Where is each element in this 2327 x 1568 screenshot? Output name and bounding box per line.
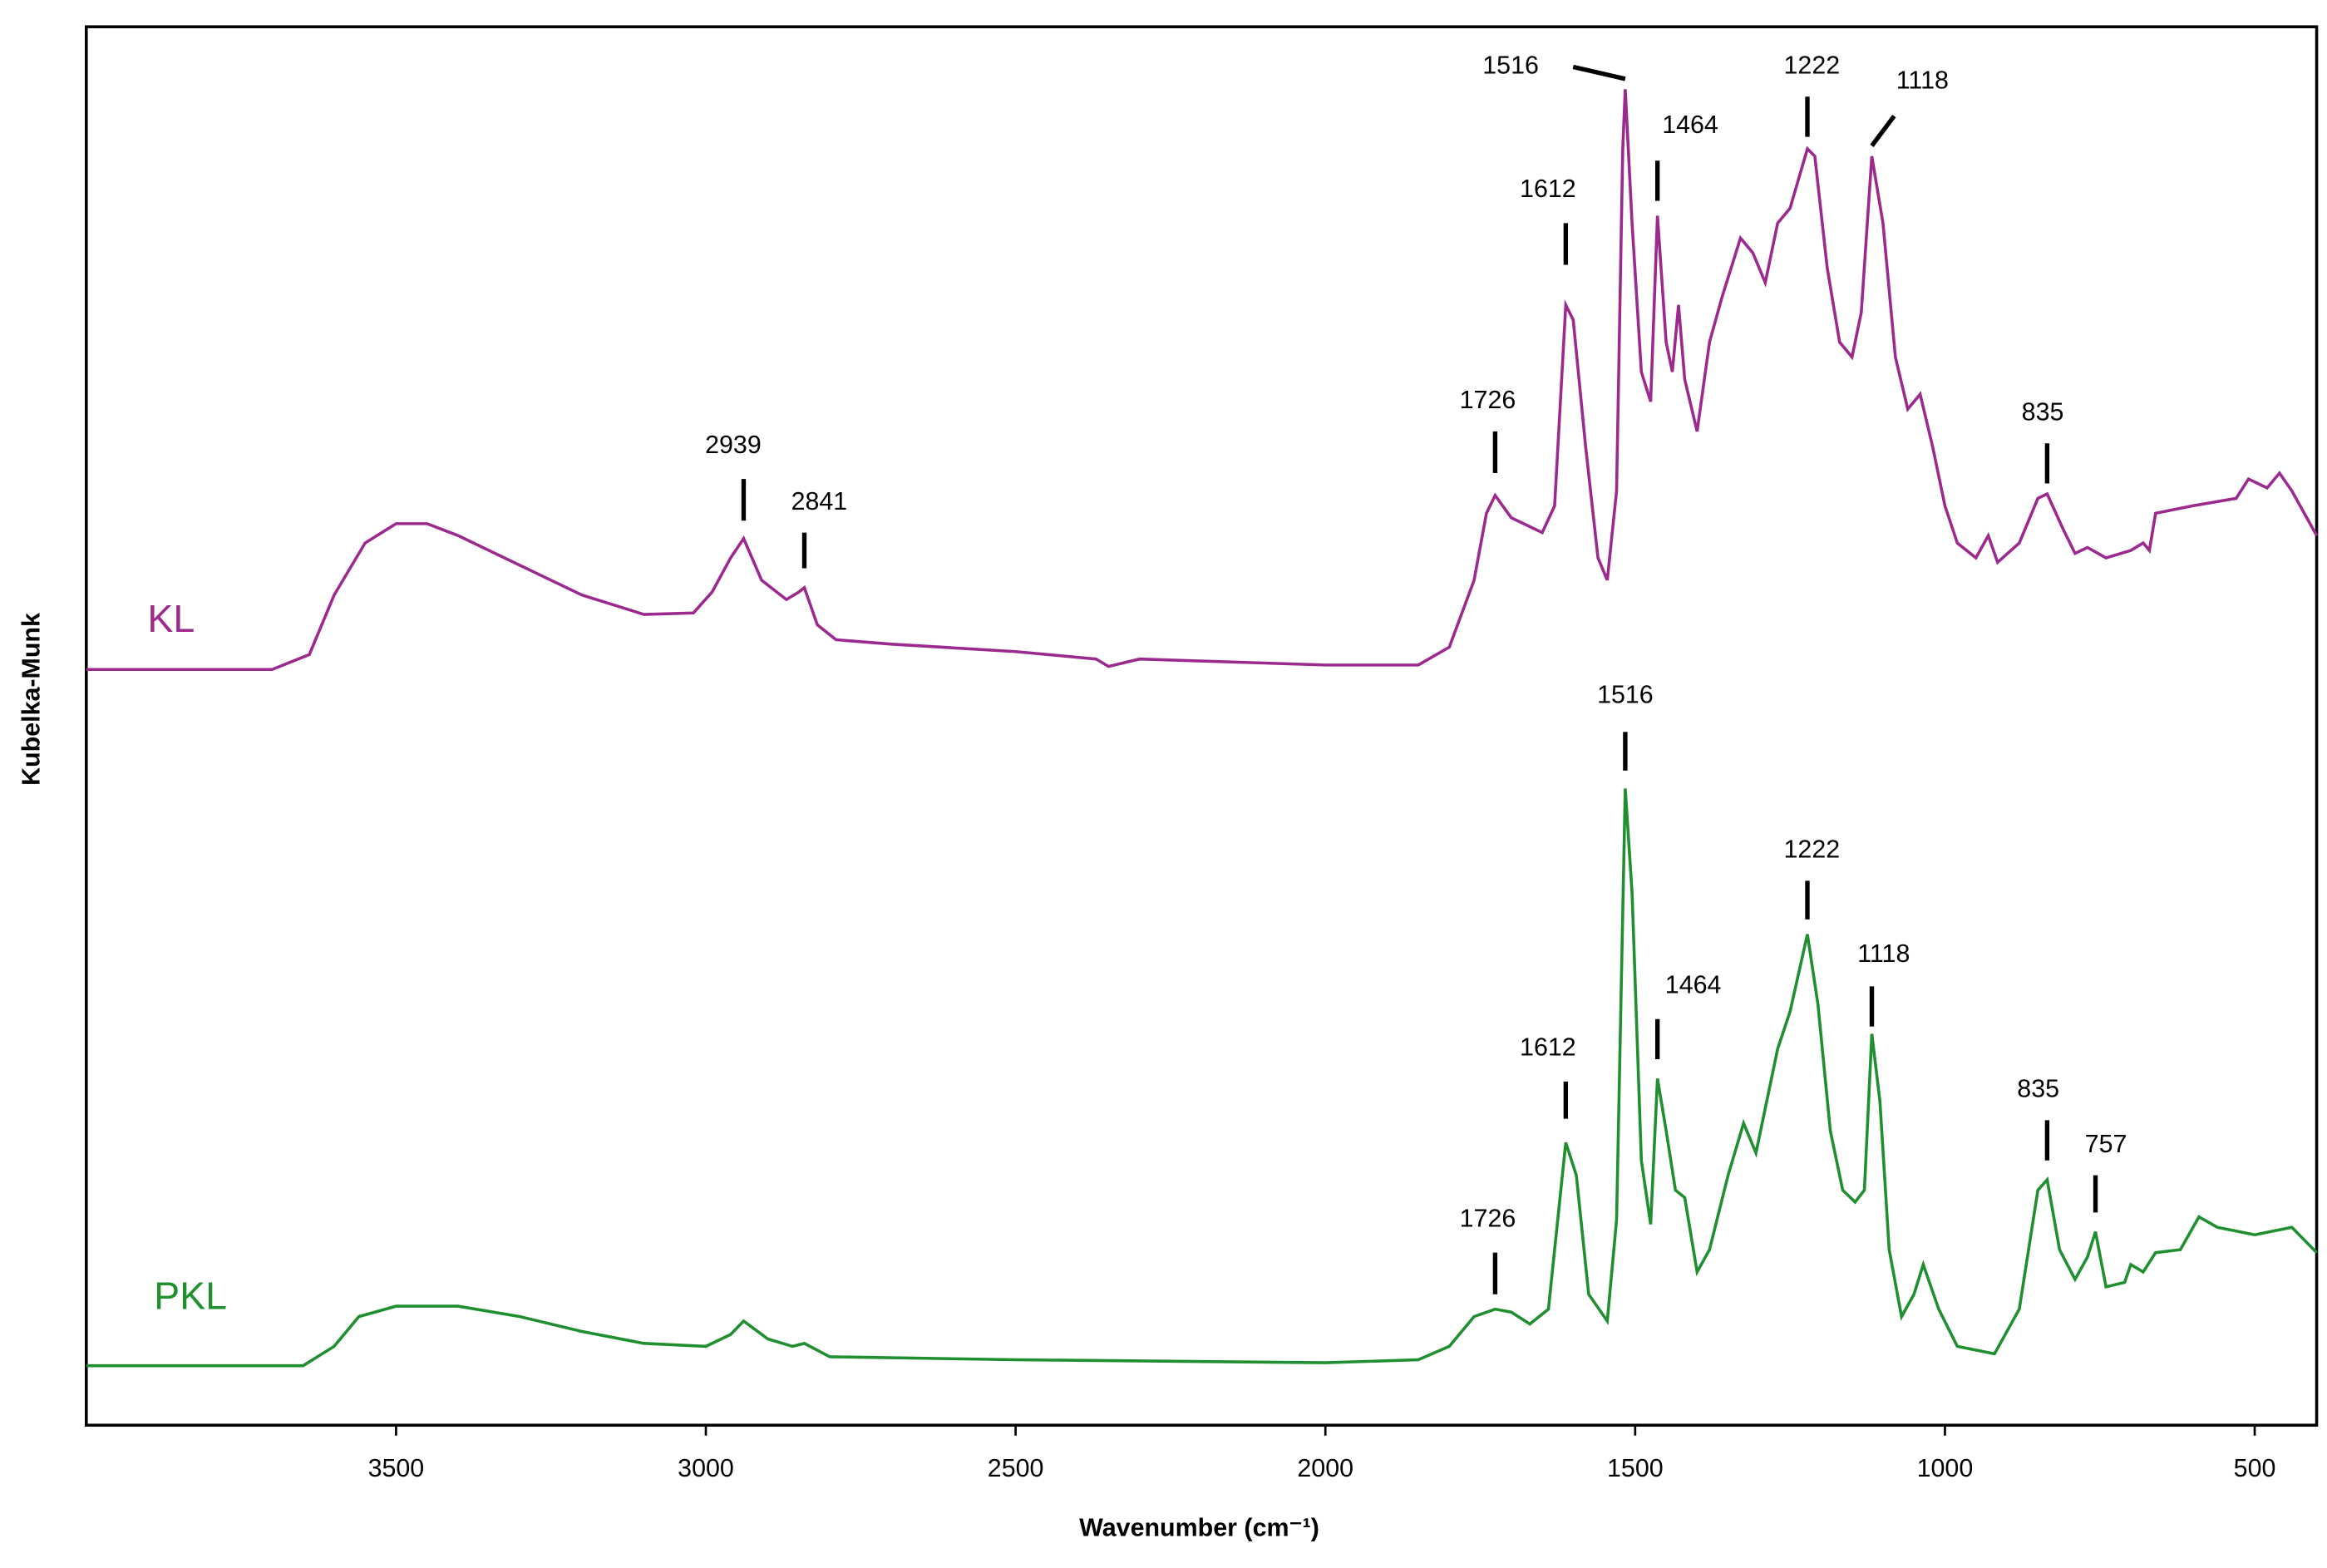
x-tick-label: 3500 (368, 1454, 425, 1482)
peak-label: 835 (2017, 1075, 2059, 1103)
peak-label: 2939 (705, 431, 762, 459)
spectrum-line (86, 89, 2319, 672)
peak-label: 1464 (1665, 970, 1722, 998)
plot-frame (85, 25, 2319, 1427)
peak-marker (1572, 64, 1626, 81)
peak-label: 1222 (1784, 52, 1841, 80)
series-label: PKL (154, 1274, 227, 1317)
x-tick-label: 500 (2234, 1454, 2276, 1482)
peak-label: 1516 (1597, 680, 1654, 708)
y-axis-title: Kubelka-Munk (17, 613, 45, 786)
x-tick-label: 2500 (988, 1454, 1044, 1482)
peak-label: 2841 (791, 487, 848, 515)
peak-label: 1612 (1520, 175, 1576, 203)
peak-label: 1118 (1896, 66, 1949, 94)
peak-label: 1516 (1482, 52, 1539, 80)
peak-label: 1118 (1857, 939, 1910, 968)
peak-label: 757 (2085, 1130, 2127, 1158)
peak-label: 835 (2022, 397, 2064, 426)
x-tick-label: 1500 (1607, 1454, 1664, 1482)
x-tick-label: 2000 (1297, 1454, 1353, 1482)
x-tick-label: 1000 (1917, 1454, 1974, 1482)
series-label: KL (147, 597, 195, 640)
x-axis-title: Wavenumber (cm⁻¹) (1079, 1514, 1319, 1542)
peak-label: 1726 (1460, 386, 1516, 414)
peak-marker (1870, 114, 1896, 147)
peak-label: 1222 (1784, 836, 1841, 864)
spectrum-line (86, 788, 2318, 1368)
peak-label: 1612 (1520, 1033, 1576, 1062)
x-tick-label: 3000 (678, 1454, 734, 1482)
peak-label: 1726 (1460, 1204, 1516, 1232)
chart-area: Wavenumber (cm⁻¹) Kubelka-Munk 3500 3000 2… (17, 25, 2319, 1542)
peak-label: 1464 (1662, 111, 1718, 139)
